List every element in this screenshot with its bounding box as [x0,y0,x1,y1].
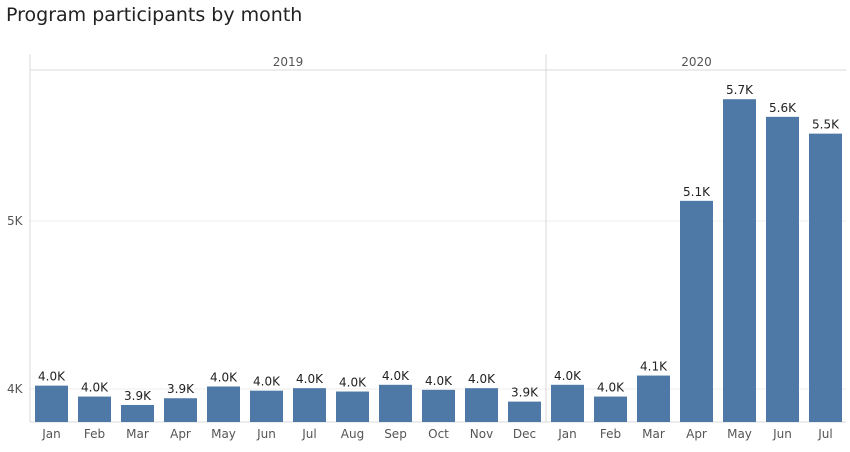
bar-2019-jun [250,390,283,422]
bar-2019-nov [465,388,498,422]
bar-2019-mar [121,404,154,422]
data-label: 4.0K [554,369,582,383]
bar-2020-feb [594,396,627,422]
x-tick-label: Feb [600,427,621,441]
data-label: 3.9K [511,386,539,400]
data-label: 4.1K [640,360,668,374]
x-tick-label: Mar [642,427,665,441]
data-label: 3.9K [124,389,152,403]
x-tick-label: Mar [126,427,149,441]
bar-2020-may [723,99,756,422]
data-label: 4.0K [425,374,453,388]
x-tick-label: May [727,427,752,441]
bar-2019-jan [35,385,68,422]
data-label: 5.7K [726,83,754,97]
bar-2019-feb [78,396,111,422]
x-tick-label: Jul [817,427,832,441]
x-tick-label: Apr [170,427,191,441]
x-tick-label: Nov [470,427,493,441]
x-tick-label: Feb [84,427,105,441]
data-label: 5.6K [769,101,797,115]
bar-2019-aug [336,391,369,422]
data-label: 3.9K [167,382,195,396]
bar-2019-apr [164,398,197,422]
x-tick-label: Jun [256,427,276,441]
bar-2019-jul [293,388,326,422]
data-label: 4.0K [253,375,281,389]
x-tick-label: Jun [772,427,792,441]
data-label: 4.0K [339,376,367,390]
year-header-2019: 2019 [273,55,304,69]
x-tick-label: Jan [41,427,61,441]
x-tick-label: Oct [428,427,449,441]
bar-2019-oct [422,389,455,422]
data-label: 4.0K [597,381,625,395]
y-tick-label: 5K [7,214,24,228]
data-label: 4.0K [296,372,324,386]
bar-2020-jul [809,133,842,422]
x-tick-label: Apr [686,427,707,441]
y-tick-label: 4K [7,382,24,396]
chart-title: Program participants by month [6,4,303,26]
x-tick-label: Aug [341,427,364,441]
year-header-2020: 2020 [681,55,712,69]
data-label: 5.5K [812,118,840,132]
x-tick-label: Jul [301,427,316,441]
x-tick-label: Sep [384,427,407,441]
bar-2019-dec [508,401,541,422]
bar-2020-apr [680,200,713,422]
x-tick-label: Dec [513,427,536,441]
data-label: 4.0K [210,370,238,384]
data-label: 4.0K [382,369,410,383]
data-label: 4.0K [81,381,109,395]
bar-2019-may [207,386,240,422]
x-tick-label: May [211,427,236,441]
data-label: 5.1K [683,185,711,199]
bar-2019-sep [379,384,412,422]
x-tick-label: Jan [557,427,577,441]
bar-2020-mar [637,375,670,422]
data-label: 4.0K [38,370,66,384]
bar-2020-jun [766,116,799,422]
bar-2020-jan [551,384,584,422]
data-label: 4.0K [468,372,496,386]
